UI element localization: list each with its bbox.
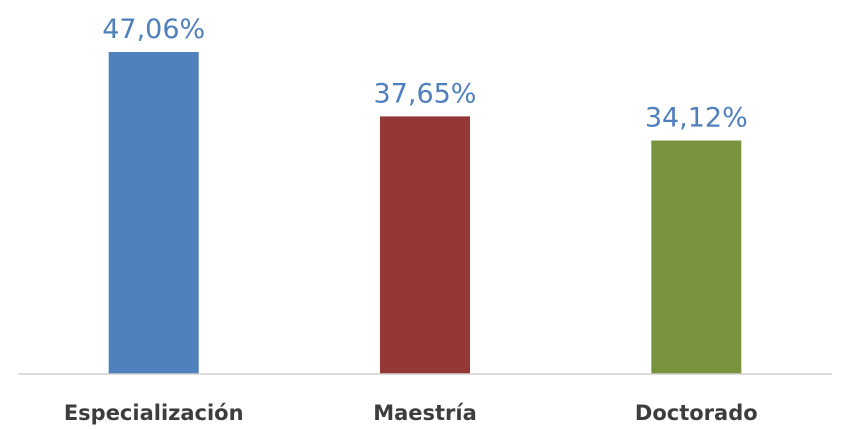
bar-1 (108, 52, 199, 374)
value-label-2: 37,65% (374, 78, 477, 109)
value-label-1: 47,06% (102, 14, 205, 45)
value-labels-group: 47,06% 37,65% 34,12% (102, 14, 748, 134)
category-labels-group: Especialización Maestría Doctorado (64, 401, 758, 425)
bar-3 (651, 140, 742, 374)
category-label-3: Doctorado (635, 401, 758, 425)
value-label-3: 34,12% (645, 103, 748, 134)
category-label-1: Especialización (64, 401, 244, 425)
bar-2 (380, 116, 470, 375)
category-label-2: Maestría (373, 401, 477, 425)
bars-group (108, 52, 742, 375)
